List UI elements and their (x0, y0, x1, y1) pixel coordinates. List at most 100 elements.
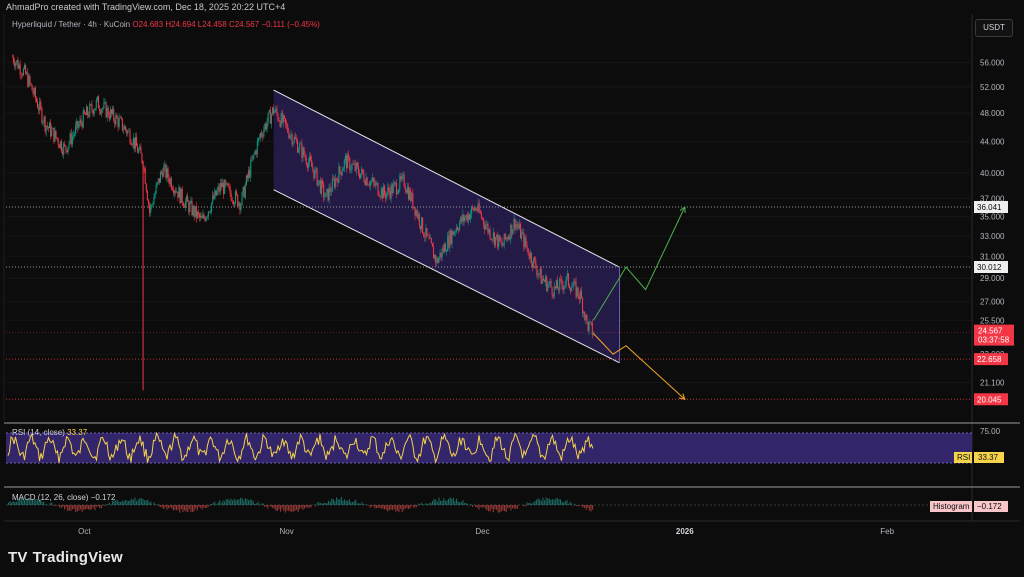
candle-body (115, 115, 117, 125)
macd-bar (401, 505, 403, 513)
candle-body (154, 193, 156, 198)
candle-body (153, 197, 155, 205)
candle-body (87, 106, 89, 115)
bearish-projection-arrow[interactable] (593, 333, 686, 400)
candle-body (194, 206, 196, 217)
candle-body (117, 118, 119, 128)
descending-channel[interactable] (273, 89, 621, 364)
candle-body (486, 223, 488, 226)
candle-body (134, 137, 137, 149)
candle-body (575, 281, 577, 297)
macd-bar (382, 505, 384, 509)
macd-legend[interactable]: MACD (12, 26, close) −0.172 (12, 493, 115, 502)
candle-body (510, 224, 512, 240)
candle-body (182, 202, 184, 206)
y-tick-label: 27.000 (980, 298, 1005, 307)
macd-tag: Histogram (933, 502, 970, 511)
currency-button[interactable]: USDT (975, 19, 1013, 37)
candle-body (55, 130, 57, 138)
macd-bar (161, 505, 163, 508)
y-tick-label: 29.000 (980, 274, 1005, 283)
candle-body (48, 122, 51, 129)
bullish-projection-arrow[interactable] (593, 206, 686, 321)
candle-body (565, 276, 567, 285)
x-tick-label: 2026 (676, 527, 694, 536)
macd-bar (584, 505, 586, 508)
candle-body (191, 200, 193, 216)
candle-body (440, 252, 442, 258)
candle-body (170, 178, 172, 189)
candle-body (454, 231, 456, 233)
candle-body (591, 322, 593, 335)
candle-body (423, 233, 425, 237)
candle-body (261, 133, 263, 136)
candle-body (354, 163, 356, 171)
rsi-tag: RSI (957, 453, 970, 462)
candle-body (129, 130, 131, 143)
macd-tag-value: −0.172 (977, 502, 1002, 511)
macd-bar (228, 500, 230, 505)
macd-bar (478, 505, 480, 510)
macd-bar (139, 498, 141, 505)
candle-body (112, 108, 114, 114)
candle-body (336, 178, 338, 180)
macd-bar (43, 501, 45, 505)
rsi-label: RSI (14, close) (12, 428, 65, 437)
candle-body (71, 136, 73, 145)
macd-bar (523, 505, 525, 507)
candle-body (444, 244, 447, 252)
level-tag-bg (974, 261, 1008, 274)
candle-body (325, 192, 327, 198)
rsi-legend[interactable]: RSI (14, close) 33.37 (12, 428, 87, 437)
macd-bar (585, 505, 587, 510)
symbol-legend[interactable]: Hyperliquid / Tether · 4h · KuCoin O24.6… (12, 20, 320, 29)
macd-bar (344, 499, 346, 505)
level-tag-bg (974, 353, 1008, 366)
macd-bar (356, 503, 358, 505)
chart-canvas[interactable]: 56.000 52.000 48.000 44.000 40.000 37.000 35.0… (0, 0, 1024, 543)
macd-bar (105, 503, 107, 505)
candle-body (523, 232, 525, 248)
candle-body (287, 125, 289, 133)
candle-body (358, 173, 361, 179)
candle-body (351, 163, 353, 170)
candle-body (380, 188, 382, 197)
macd-bar (435, 499, 437, 505)
candle-body (459, 222, 461, 231)
candle-body (267, 112, 269, 123)
candle-body (17, 60, 19, 69)
open-label: O (132, 20, 139, 29)
candle-body (212, 195, 214, 203)
macd-value: −0.172 (90, 493, 116, 502)
candle-body (209, 211, 212, 213)
candle-body (250, 159, 252, 178)
candle-body (344, 155, 346, 160)
macd-bar (374, 505, 376, 509)
symbol-name: Hyperliquid / Tether · 4h · KuCoin (12, 20, 131, 29)
candle-body (45, 125, 47, 132)
macd-bar (251, 499, 253, 505)
macd-bar (272, 505, 274, 508)
candle-body (497, 234, 499, 248)
candle-body (236, 191, 238, 195)
macd-bar (300, 505, 302, 508)
macd-bar (99, 505, 101, 508)
macd-bar (49, 502, 51, 505)
macd-bar (296, 505, 298, 510)
macd-bar (462, 500, 464, 505)
tradingview-logo[interactable]: TV TradingView (8, 549, 123, 566)
candle-body (138, 149, 140, 153)
candle-body (357, 166, 360, 174)
candle-body (496, 234, 498, 237)
candle-body (304, 155, 306, 158)
macd-bar (270, 505, 272, 507)
macd-bar (211, 504, 213, 505)
candle-body (421, 217, 423, 230)
candle-body (220, 183, 222, 188)
macd-bar (369, 505, 371, 508)
candle-body (415, 210, 417, 216)
macd-bar (484, 505, 486, 509)
candle-body (530, 252, 532, 264)
macd-bar (203, 505, 205, 508)
macd-bar (425, 503, 427, 505)
